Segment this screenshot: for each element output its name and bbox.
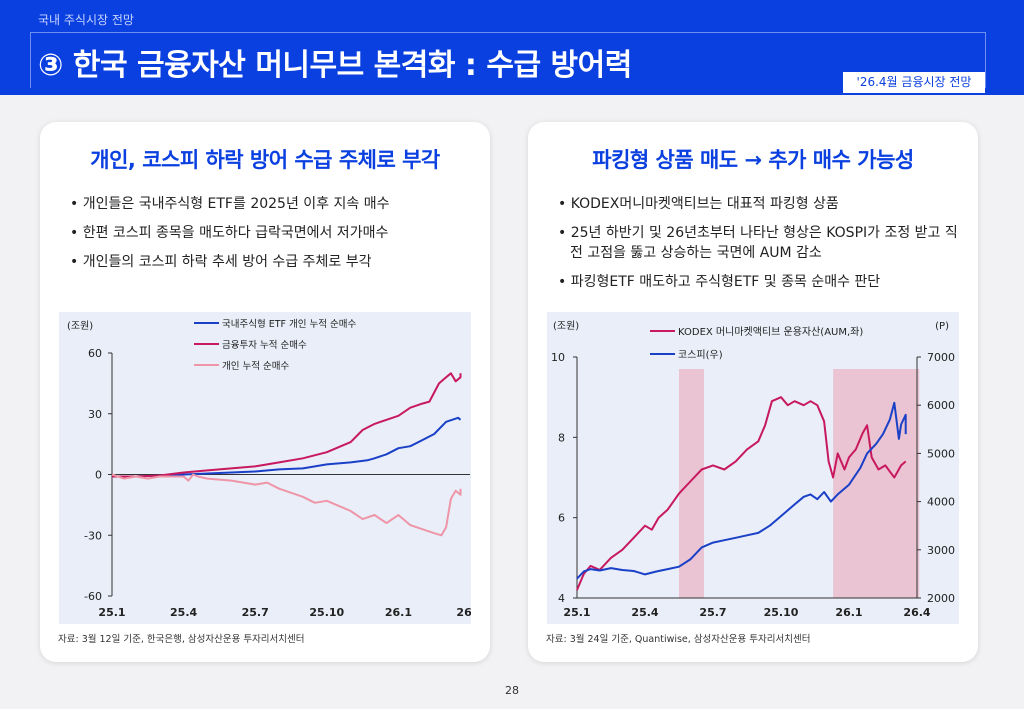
y-tick-label: 0 [95, 469, 102, 482]
left-bullet-list: 개인들은 국내주식형 ETF를 2025년 이후 지속 매수 한편 코스피 종목… [70, 194, 470, 281]
y-tick-label: 4 [558, 592, 565, 605]
y2-tick-label: 2000 [927, 592, 955, 605]
y2-axis-label: (P) [935, 321, 949, 332]
header-frame [30, 32, 986, 88]
right-chart-area: 10 8 6 4 7000 6000 5000 4000 3000 2000 25.1 25.4 25.… [547, 312, 959, 624]
right-source-note: 자료: 3월 24일 기준, Quantiwise, 삼성자산운용 투자리서치센… [546, 634, 811, 645]
y-tick-label: 6 [558, 512, 565, 525]
series-line-1 [112, 416, 462, 478]
right-bullet-item: 25년 하반기 및 26년초부터 나타난 형상은 KOSPI가 조정 받고 직전… [558, 223, 958, 263]
y-axis-label: (조원) [67, 320, 93, 332]
x-tick-label: 25.1 [98, 606, 125, 619]
series-line-2 [576, 401, 907, 580]
right-bullet-list: KODEX머니마켓액티브는 대표적 파킹형 상품 25년 하반기 및 26년초부… [558, 194, 958, 301]
left-panel-title: 개인, 코스피 하락 방어 수급 주체로 부각 [90, 148, 440, 172]
left-bullet-item: 개인들은 국내주식형 ETF를 2025년 이후 지속 매수 [70, 194, 470, 214]
y-tick-label: 10 [551, 351, 565, 364]
x-tick-label: 26.1 [835, 606, 862, 619]
x-tick-label: 25.7 [699, 606, 726, 619]
y2-tick-label: 4000 [927, 496, 955, 509]
left-chart: 60 30 0 -30 -60 25.1 25.4 25.7 25.10 26.1 26.4 (조원)… [67, 318, 484, 619]
y-tick-label: 8 [558, 431, 565, 444]
y-tick-label: 60 [88, 347, 102, 360]
left-panel: 개인, 코스피 하락 방어 수급 주체로 부각 개인들은 국내주식형 ETF를 … [40, 122, 490, 662]
y2-tick-label: 7000 [927, 351, 955, 364]
y-tick-label: -60 [84, 590, 102, 603]
y2-tick-label: 6000 [927, 399, 955, 412]
x-tick-label: 25.4 [170, 606, 197, 619]
left-bullet-item: 한편 코스피 종목을 매도하다 급락국면에서 저가매수 [70, 223, 470, 243]
shaded-period [679, 369, 704, 598]
y2-tick-label: 3000 [927, 544, 955, 557]
legend-label-1: 국내주식형 ETF 개인 누적 순매수 [222, 318, 356, 330]
x-tick-label: 25.7 [242, 606, 269, 619]
x-tick-label: 26.1 [385, 606, 412, 619]
page-number: 28 [505, 684, 519, 697]
right-panel: 파킹형 상품 매도 → 추가 매수 가능성 KODEX머니마켓액티브는 대표적 … [528, 122, 978, 662]
x-tick-label: 26.4 [903, 606, 930, 619]
y-tick-label: 30 [88, 408, 102, 421]
legend-label-2: 금융투자 누적 순매수 [222, 339, 307, 351]
shaded-period [833, 369, 920, 598]
right-bullet-item: 파킹형ETF 매도하고 주식형ETF 및 종목 순매수 판단 [558, 272, 958, 292]
header-banner: 국내 주식시장 전망 ③ 한국 금융자산 머니무브 본격화 : 수급 방어력 '… [0, 0, 1024, 95]
header-subtitle: 국내 주식시장 전망 [38, 13, 134, 27]
y-tick-label: -30 [84, 529, 102, 542]
right-chart: 10 8 6 4 7000 6000 5000 4000 3000 2000 25.1 25.4 25.… [551, 320, 955, 619]
x-tick-label: 25.10 [764, 606, 799, 619]
header-badge: '26.4월 금융시장 전망 [843, 72, 985, 93]
series-line-1 [576, 396, 907, 591]
y2-tick-label: 5000 [927, 447, 955, 460]
page-title: ③ 한국 금융자산 머니무브 본격화 : 수급 방어력 [38, 48, 632, 83]
left-chart-area: 60 30 0 -30 -60 25.1 25.4 25.7 25.10 26.1 26.4 (조원)… [59, 312, 484, 624]
right-bullet-item: KODEX머니마켓액티브는 대표적 파킹형 상품 [558, 194, 958, 214]
x-tick-label: 25.4 [631, 606, 658, 619]
x-tick-label: 25.10 [309, 606, 344, 619]
series-line-3 [111, 473, 462, 537]
series-line-2 [112, 372, 462, 478]
y-axis-label: (조원) [553, 320, 579, 332]
right-panel-title: 파킹형 상품 매도 → 추가 매수 가능성 [592, 148, 914, 172]
left-source-note: 자료: 3월 12일 기준, 한국은행, 삼성자산운용 투자리서치센터 [58, 634, 305, 645]
x-tick-label: 26.4 [456, 606, 471, 619]
x-tick-label: 25.1 [563, 606, 590, 619]
legend-label-2: 코스피(우) [678, 349, 723, 361]
left-bullet-item: 개인들의 코스피 하락 추세 방어 수급 주체로 부각 [70, 252, 470, 272]
legend-label-1: KODEX 머니마켓액티브 운용자산(AUM,좌) [678, 326, 863, 338]
legend-label-3: 개인 누적 순매수 [222, 360, 289, 372]
